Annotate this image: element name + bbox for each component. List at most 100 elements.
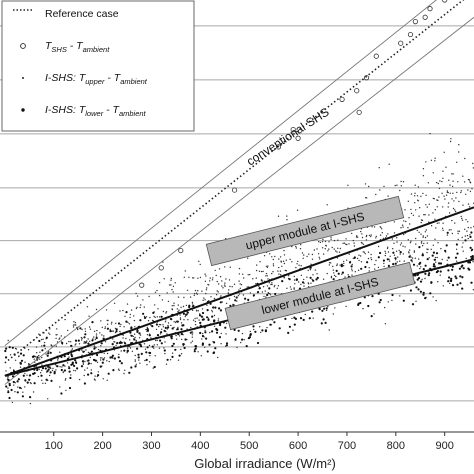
upper-dot-518 bbox=[348, 253, 350, 255]
upper-dot-1302 bbox=[156, 339, 158, 341]
upper-dot-852 bbox=[139, 362, 141, 364]
upper-dot-78 bbox=[101, 357, 103, 359]
upper-dot-688 bbox=[106, 360, 108, 362]
lower-dot-546 bbox=[288, 278, 291, 281]
upper-dot-621 bbox=[335, 250, 337, 252]
upper-dot-699 bbox=[443, 195, 445, 197]
lower-dot-430 bbox=[325, 307, 328, 310]
shs-point-14 bbox=[412, 18, 418, 25]
upper-dot-27 bbox=[420, 242, 423, 244]
upper-dot-948 bbox=[132, 335, 134, 338]
upper-dot-936 bbox=[156, 289, 158, 292]
upper-dot-1115 bbox=[420, 233, 422, 235]
upper-dot-960 bbox=[392, 248, 394, 250]
upper-dot-933 bbox=[101, 326, 104, 329]
upper-dot-563 bbox=[109, 328, 112, 331]
upper-dot-1164 bbox=[22, 391, 24, 393]
upper-dot-560 bbox=[229, 266, 231, 268]
upper-dot-1335 bbox=[123, 372, 125, 375]
lower-dot-397 bbox=[129, 331, 132, 334]
upper-dot-141 bbox=[331, 246, 333, 249]
upper-dot-1333 bbox=[205, 289, 208, 291]
upper-dot-1088 bbox=[78, 378, 81, 381]
upper-dot-39 bbox=[209, 280, 211, 282]
upper-dot-1217 bbox=[176, 338, 178, 340]
upper-dot-530 bbox=[285, 270, 288, 272]
upper-dot-555 bbox=[106, 323, 109, 325]
lower-dot-469 bbox=[184, 338, 187, 341]
upper-dot-1179 bbox=[37, 375, 40, 378]
upper-dot-583 bbox=[469, 234, 471, 236]
lower-dot-148 bbox=[461, 276, 464, 279]
upper-dot-1049 bbox=[363, 251, 365, 253]
upper-dot-686 bbox=[211, 309, 213, 312]
upper-dot-505 bbox=[228, 289, 230, 291]
lower-dot-150 bbox=[258, 287, 261, 290]
upper-dot-690 bbox=[209, 277, 211, 279]
upper-dot-239 bbox=[89, 340, 91, 342]
upper-dot-552 bbox=[437, 182, 439, 185]
upper-dot-576 bbox=[398, 249, 400, 252]
upper-dot-211 bbox=[191, 303, 194, 305]
upper-dot-1104 bbox=[289, 286, 292, 288]
upper-dot-163 bbox=[347, 274, 349, 276]
upper-dot-111 bbox=[464, 235, 467, 237]
upper-dot-308 bbox=[265, 272, 268, 275]
lower-dot-411 bbox=[111, 354, 114, 357]
upper-dot-970 bbox=[38, 333, 40, 335]
upper-dot-367 bbox=[56, 328, 58, 330]
upper-dot-1005 bbox=[125, 337, 127, 340]
upper-dot-2 bbox=[224, 285, 226, 288]
lower-dot-320 bbox=[102, 358, 105, 361]
upper-dot-1240 bbox=[346, 259, 348, 261]
upper-dot-104 bbox=[351, 232, 353, 235]
legend-label-0: Reference case bbox=[45, 8, 119, 20]
upper-dot-277 bbox=[120, 350, 122, 352]
lower-dot-442 bbox=[61, 341, 64, 345]
upper-dot-711 bbox=[200, 355, 202, 357]
upper-dot-1216 bbox=[220, 332, 222, 335]
upper-dot-272 bbox=[312, 274, 314, 276]
lower-dot-43 bbox=[73, 364, 76, 367]
lower-dot-181 bbox=[432, 263, 436, 266]
upper-dot-247 bbox=[448, 179, 450, 181]
upper-dot-547 bbox=[407, 200, 409, 202]
upper-dot-1399 bbox=[33, 358, 35, 360]
upper-dot-516 bbox=[312, 317, 314, 319]
upper-dot-838 bbox=[460, 215, 462, 218]
upper-dot-1 bbox=[267, 278, 269, 280]
upper-dot-863 bbox=[266, 275, 268, 277]
upper-dot-1262 bbox=[191, 336, 193, 338]
upper-dot-619 bbox=[395, 250, 398, 252]
upper-dot-692 bbox=[51, 369, 54, 372]
upper-dot-928 bbox=[221, 301, 223, 303]
lower-dot-127 bbox=[450, 277, 453, 280]
lower-dot-291 bbox=[436, 270, 439, 273]
lower-dot-141 bbox=[315, 278, 318, 281]
upper-dot-1123 bbox=[161, 299, 164, 301]
upper-dot-985 bbox=[192, 332, 194, 334]
upper-dot-577 bbox=[265, 296, 267, 298]
upper-dot-245 bbox=[118, 369, 120, 371]
upper-dot-485 bbox=[457, 181, 459, 183]
upper-dot-136 bbox=[103, 357, 106, 359]
upper-dot-597 bbox=[280, 261, 282, 263]
lower-dot-137 bbox=[234, 299, 237, 302]
upper-dot-1211 bbox=[148, 344, 151, 347]
upper-dot-317 bbox=[326, 272, 328, 275]
upper-dot-710 bbox=[295, 245, 297, 248]
lower-dot-396 bbox=[69, 376, 72, 380]
upper-dot-726 bbox=[294, 283, 296, 285]
upper-dot-1244 bbox=[361, 236, 364, 239]
upper-dot-636 bbox=[67, 329, 69, 332]
upper-dot-1137 bbox=[38, 368, 40, 371]
upper-dot-157 bbox=[451, 219, 453, 222]
upper-dot-601 bbox=[293, 288, 295, 290]
upper-dot-634 bbox=[380, 226, 382, 229]
upper-dot-977 bbox=[106, 379, 108, 381]
upper-dot-966 bbox=[279, 270, 282, 272]
upper-dot-1070 bbox=[313, 249, 316, 251]
upper-dot-1303 bbox=[34, 361, 36, 363]
upper-dot-610 bbox=[414, 184, 416, 186]
x-tick-label-8: 900 bbox=[436, 440, 454, 452]
